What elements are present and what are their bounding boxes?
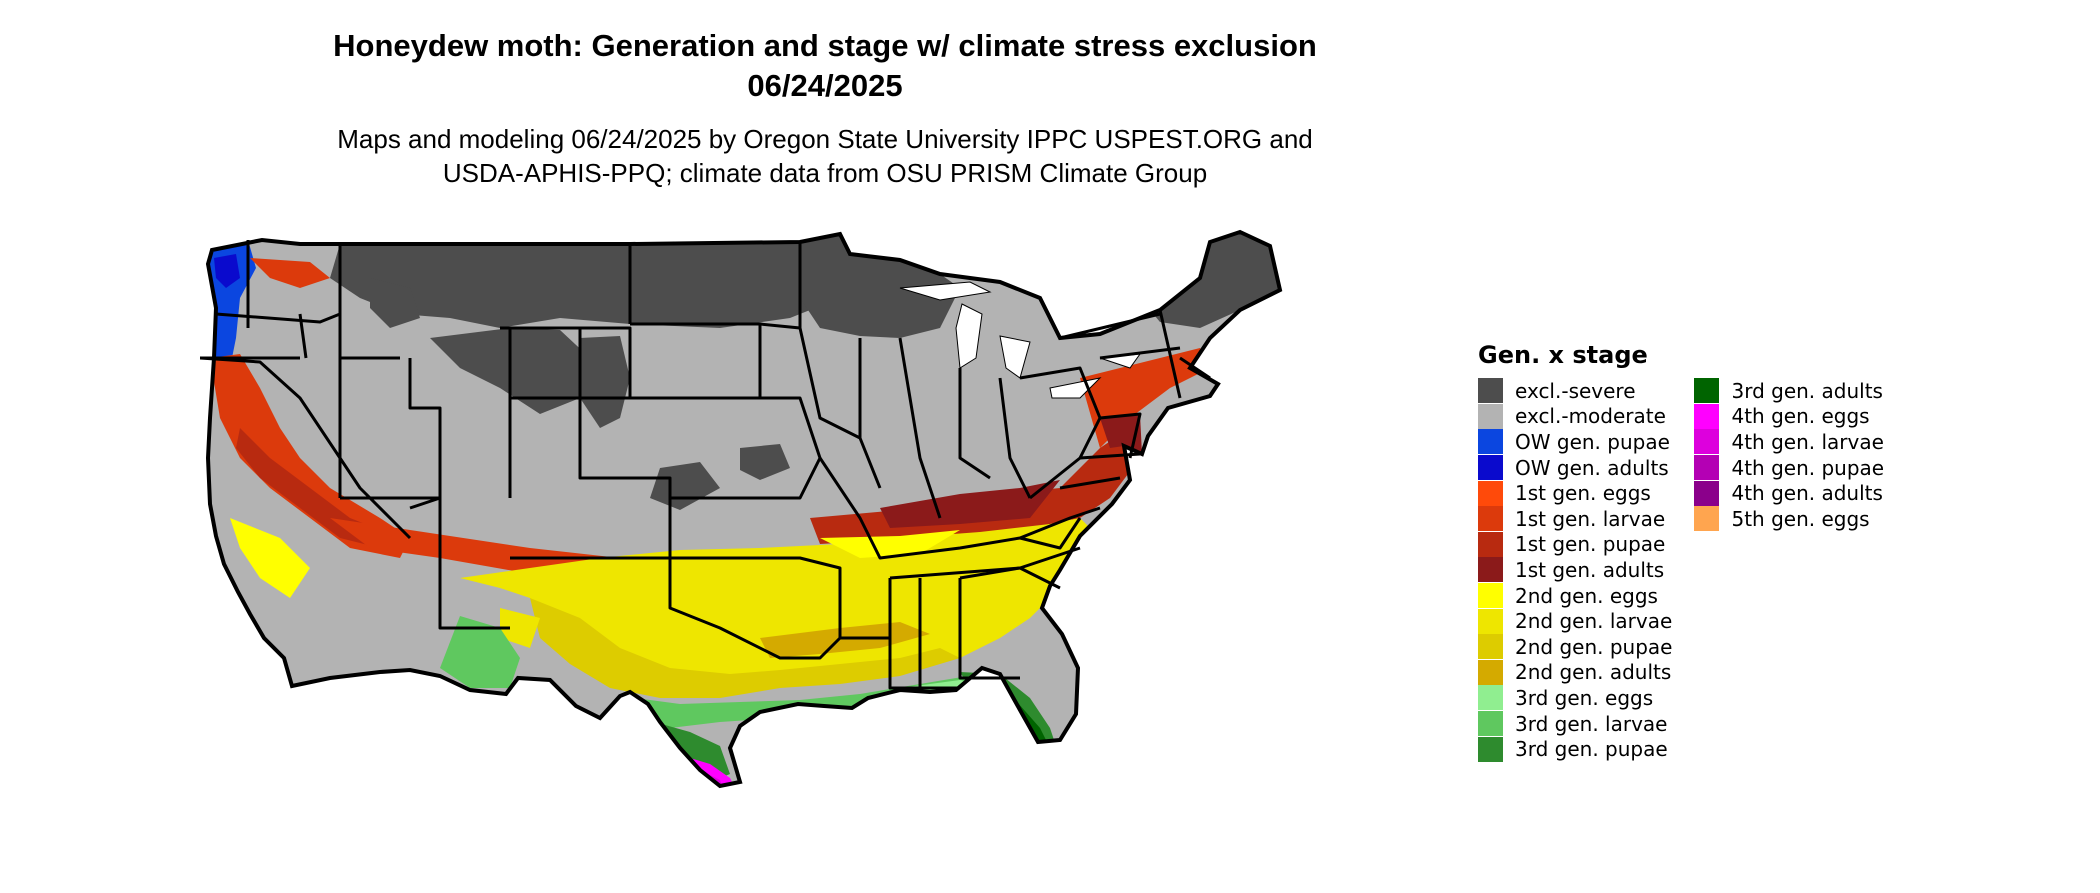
us-map [199, 218, 1450, 888]
us-map-svg [199, 230, 1282, 788]
legend-item: 1st gen. adults [1478, 557, 1672, 583]
legend-swatch [1694, 378, 1720, 404]
legend-label: 1st gen. larvae [1515, 506, 1666, 531]
legend-label: 3rd gen. larvae [1515, 711, 1668, 736]
legend-title: Gen. x stage [1478, 341, 1648, 369]
legend-label: 2nd gen. larvae [1515, 609, 1673, 634]
legend-item: excl.-severe [1478, 378, 1672, 404]
legend-item: 2nd gen. adults [1478, 659, 1672, 686]
great-lakes [899, 281, 1142, 399]
legend-swatch [1478, 557, 1503, 583]
map-subtitle-line2: USDA-APHIS-PPQ; climate data from OSU PR… [442, 158, 1208, 188]
region-4th-gen [690, 738, 1060, 786]
legend-label: OW gen. adults [1515, 455, 1669, 480]
region-1st-gen [210, 258, 1210, 578]
legend-item: 4th gen. larvae [1694, 429, 1884, 455]
legend-item: excl.-moderate [1478, 403, 1672, 430]
legend-swatch [1694, 506, 1720, 532]
legend-swatch [1478, 583, 1503, 609]
legend-column-2: 3rd gen. adults 4th gen. eggs 4th gen. lar… [1694, 378, 1884, 762]
map-title: Honeydew moth: Generation and stage w/ c… [0, 26, 1650, 106]
legend-item: OW gen. pupae [1478, 429, 1672, 455]
map-subtitle: Maps and modeling 06/24/2025 by Oregon S… [0, 122, 1650, 190]
legend-item: 1st gen. pupae [1478, 531, 1672, 558]
legend-label: 4th gen. adults [1731, 481, 1883, 506]
legend-item: 5th gen. eggs [1694, 506, 1884, 532]
legend-item: OW gen. adults [1478, 455, 1672, 481]
region-ow-gen [208, 240, 256, 368]
legend-label: 3rd gen. adults [1731, 378, 1883, 403]
legend-swatch [1478, 480, 1503, 506]
legend-label: 1st gen. adults [1515, 557, 1665, 582]
legend-columns: excl.-severe excl.-moderate OW gen. pupae O… [1478, 378, 1998, 762]
legend-label: 2nd gen. pupae [1515, 634, 1673, 659]
region-2nd-gen [230, 518, 1100, 698]
map-fill-layers [208, 232, 1280, 786]
map-title-date: 06/24/2025 [747, 68, 903, 103]
legend-swatch [1478, 608, 1503, 634]
legend-swatch [1478, 429, 1503, 455]
legend-label: excl.-moderate [1515, 404, 1666, 429]
legend-item: 3rd gen. eggs [1478, 685, 1672, 711]
legend-label: 1st gen. pupae [1515, 532, 1666, 557]
map-subtitle-line1: Maps and modeling 06/24/2025 by Oregon S… [337, 124, 1313, 154]
legend-item: 2nd gen. larvae [1478, 608, 1672, 634]
legend-item: 4th gen. eggs [1694, 403, 1884, 430]
legend-label: 4th gen. pupae [1731, 455, 1885, 480]
legend-item: 2nd gen. pupae [1478, 634, 1672, 660]
legend-swatch [1478, 531, 1503, 557]
legend-label: 3rd gen. pupae [1515, 737, 1668, 762]
legend-swatch [1694, 429, 1720, 455]
legend-swatch [1478, 506, 1503, 532]
legend-swatch [1478, 455, 1503, 481]
legend-item: 1st gen. larvae [1478, 506, 1672, 532]
legend-label: 1st gen. eggs [1515, 481, 1651, 506]
legend-column-1: excl.-severe excl.-moderate OW gen. pupae O… [1478, 378, 1672, 762]
legend-label: 4th gen. eggs [1731, 404, 1870, 429]
legend-item: 3rd gen. larvae [1478, 711, 1672, 737]
map-title-line1: Honeydew moth: Generation and stage w/ c… [333, 28, 1317, 63]
legend-swatch [1478, 634, 1503, 660]
legend-swatch [1478, 685, 1503, 711]
legend-swatch [1478, 403, 1503, 429]
legend-label: OW gen. pupae [1515, 429, 1670, 454]
legend-label: 5th gen. eggs [1731, 506, 1870, 531]
legend-item: 2nd gen. eggs [1478, 583, 1672, 609]
legend-swatch [1694, 403, 1720, 429]
legend-item: 3rd gen. adults [1694, 378, 1884, 404]
legend-label: 4th gen. larvae [1731, 429, 1884, 454]
legend-label: 3rd gen. eggs [1515, 685, 1654, 710]
legend-swatch [1694, 480, 1720, 506]
legend-swatch [1478, 659, 1503, 685]
legend-swatch [1478, 711, 1503, 737]
legend-swatch [1694, 455, 1720, 481]
legend-swatch [1478, 378, 1503, 404]
legend-label: 2nd gen. adults [1515, 660, 1672, 685]
legend-label: excl.-severe [1515, 378, 1636, 403]
legend-swatch [1478, 736, 1503, 762]
state-borders [199, 240, 1211, 690]
legend-item: 3rd gen. pupae [1478, 736, 1672, 762]
legend-label: 2nd gen. eggs [1515, 583, 1658, 608]
legend-item: 1st gen. eggs [1478, 480, 1672, 506]
legend-item: 4th gen. pupae [1694, 455, 1884, 481]
legend: Gen. x stage excl.-severe excl.-moderate O… [1478, 340, 1998, 762]
legend-item: 4th gen. adults [1694, 480, 1884, 506]
